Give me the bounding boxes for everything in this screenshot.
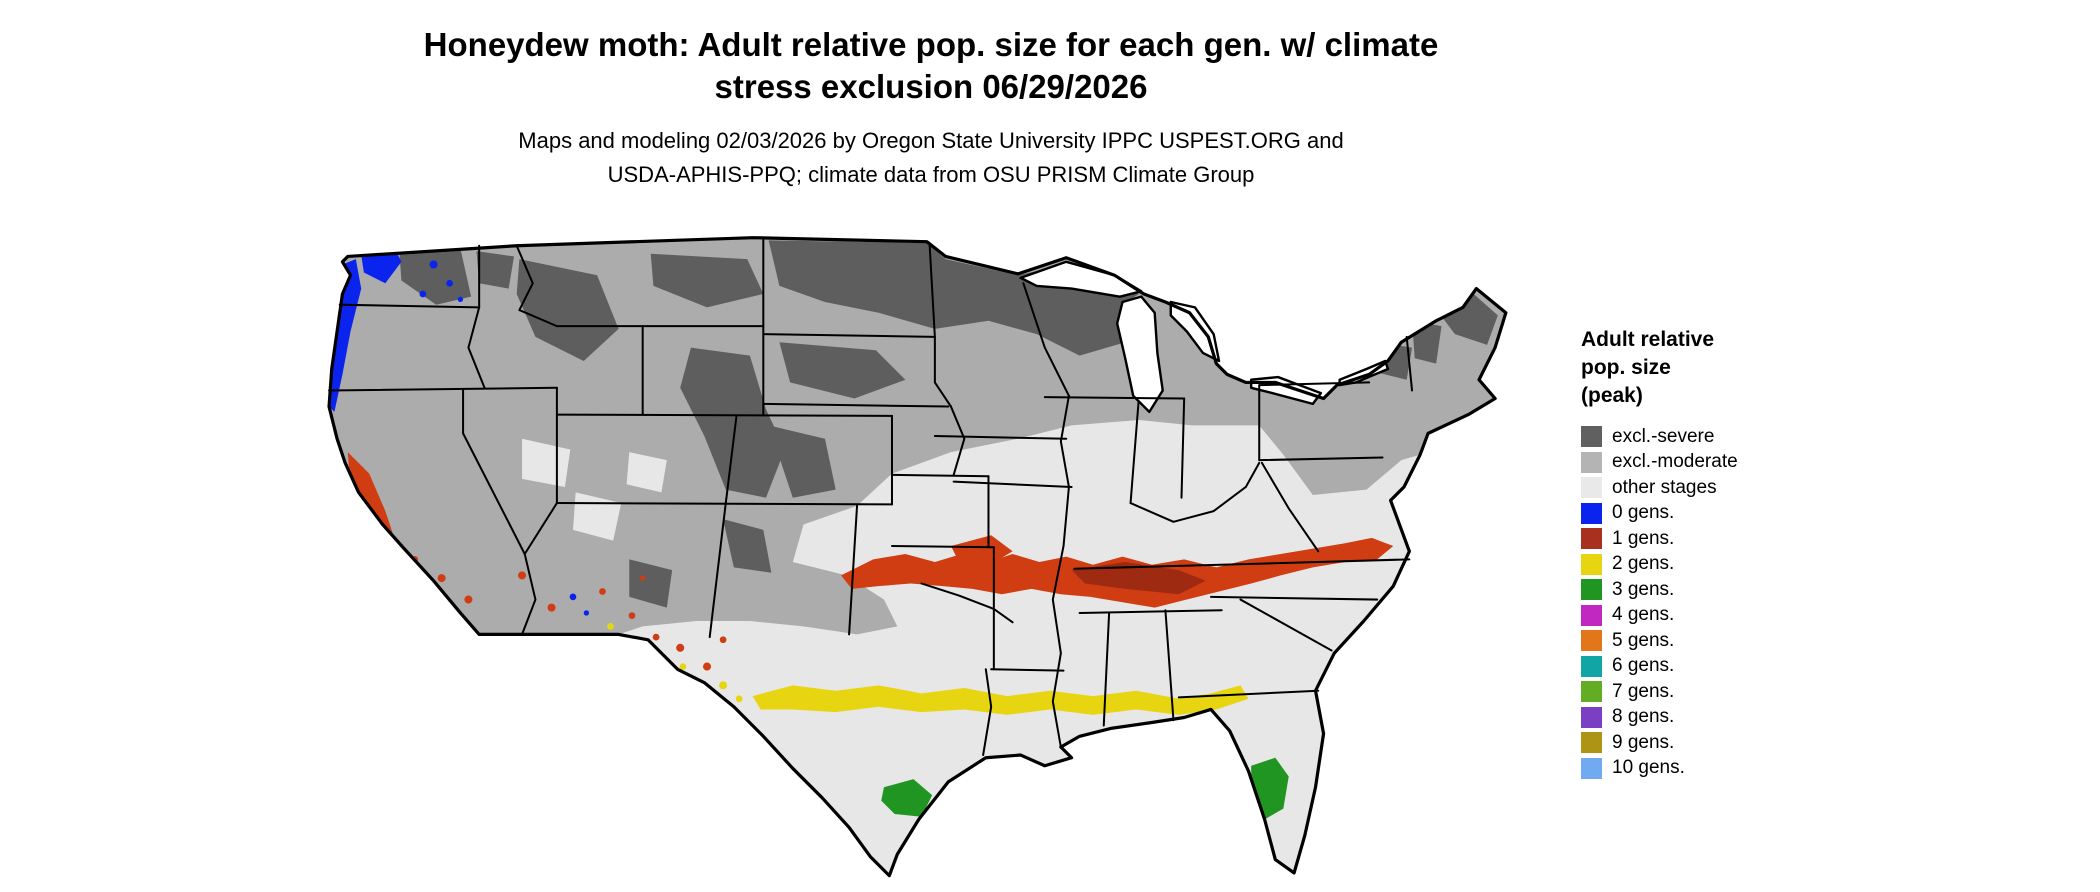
legend-title-line2: pop. size (1581, 356, 1671, 379)
legend-item-7-gens: 7 gens. (1581, 679, 1881, 705)
legend-item-label: 3 gens. (1612, 578, 1675, 600)
legend-item-excl-moderate: excl.-moderate (1581, 450, 1881, 476)
map-subtitle-line1: Maps and modeling 02/03/2026 by Oregon S… (518, 128, 1344, 153)
legend-item-other-stages: other stages (1581, 475, 1881, 501)
legend-item-label: 2 gens. (1612, 553, 1675, 575)
legend-item-label: other stages (1612, 476, 1717, 498)
legend-item-8-gens: 8 gens. (1581, 705, 1881, 731)
legend-swatch (1581, 732, 1602, 754)
legend-item-label: 7 gens. (1612, 680, 1675, 702)
legend-item-5-gens: 5 gens. (1581, 628, 1881, 654)
legend-swatch (1581, 502, 1602, 524)
legend-item-1-gens: 1 gens. (1581, 526, 1881, 552)
legend-swatch (1581, 451, 1602, 473)
map-layer-other-stages (522, 419, 1421, 876)
legend-item-label: excl.-severe (1612, 425, 1715, 447)
map-title: Honeydew moth: Adult relative pop. size … (0, 24, 1862, 108)
legend-item-label: 0 gens. (1612, 502, 1675, 524)
legend-swatch (1581, 655, 1602, 677)
legend-title-line3: (peak) (1581, 384, 1643, 407)
map-layer-4gens (1268, 872, 1277, 876)
legend-swatch (1581, 681, 1602, 703)
lake-superior (1019, 260, 1143, 298)
map-legend: Adult relative pop. size (peak) excl.-se… (1581, 326, 1881, 781)
legend-item-label: 1 gens. (1612, 527, 1675, 549)
legend-item-10-gens: 10 gens. (1581, 756, 1881, 782)
legend-swatch (1581, 630, 1602, 652)
legend-item-excl-severe: excl.-severe (1581, 424, 1881, 450)
legend-item-label: 6 gens. (1612, 655, 1675, 677)
legend-item-3-gens: 3 gens. (1581, 577, 1881, 603)
legend-items: excl.-severe excl.-moderate other stages… (1581, 424, 1881, 781)
legend-swatch (1581, 579, 1602, 601)
legend-swatch (1581, 426, 1602, 448)
legend-item-label: 8 gens. (1612, 706, 1675, 728)
legend-swatch (1581, 528, 1602, 550)
us-map-svg (327, 236, 1508, 878)
legend-swatch (1581, 477, 1602, 499)
map-title-line1: Honeydew moth: Adult relative pop. size … (423, 26, 1439, 63)
legend-item-label: 4 gens. (1612, 604, 1675, 626)
legend-title: Adult relative pop. size (peak) (1581, 326, 1881, 410)
lake-michigan (1115, 295, 1164, 414)
map-subtitle-line2: USDA-APHIS-PPQ; climate data from OSU PR… (607, 162, 1255, 187)
legend-swatch (1581, 706, 1602, 728)
legend-item-2-gens: 2 gens. (1581, 552, 1881, 578)
legend-item-9-gens: 9 gens. (1581, 730, 1881, 756)
map-title-line2: stress exclusion 06/29/2026 (714, 68, 1148, 105)
legend-item-label: 10 gens. (1612, 757, 1685, 779)
legend-swatch (1581, 553, 1602, 575)
legend-item-label: 9 gens. (1612, 731, 1675, 753)
us-outline (327, 236, 1508, 878)
map-subtitle: Maps and modeling 02/03/2026 by Oregon S… (0, 124, 1862, 192)
legend-item-6-gens: 6 gens. (1581, 654, 1881, 680)
legend-item-0-gens: 0 gens. (1581, 501, 1881, 527)
state-borders (328, 236, 1414, 757)
legend-swatch (1581, 757, 1602, 779)
legend-item-label: 5 gens. (1612, 629, 1675, 651)
legend-item-4-gens: 4 gens. (1581, 603, 1881, 629)
legend-title-line1: Adult relative (1581, 328, 1715, 351)
legend-swatch (1581, 604, 1602, 626)
lake-huron (1169, 300, 1221, 363)
legend-item-label: excl.-moderate (1612, 451, 1738, 473)
us-map (321, 224, 1534, 888)
